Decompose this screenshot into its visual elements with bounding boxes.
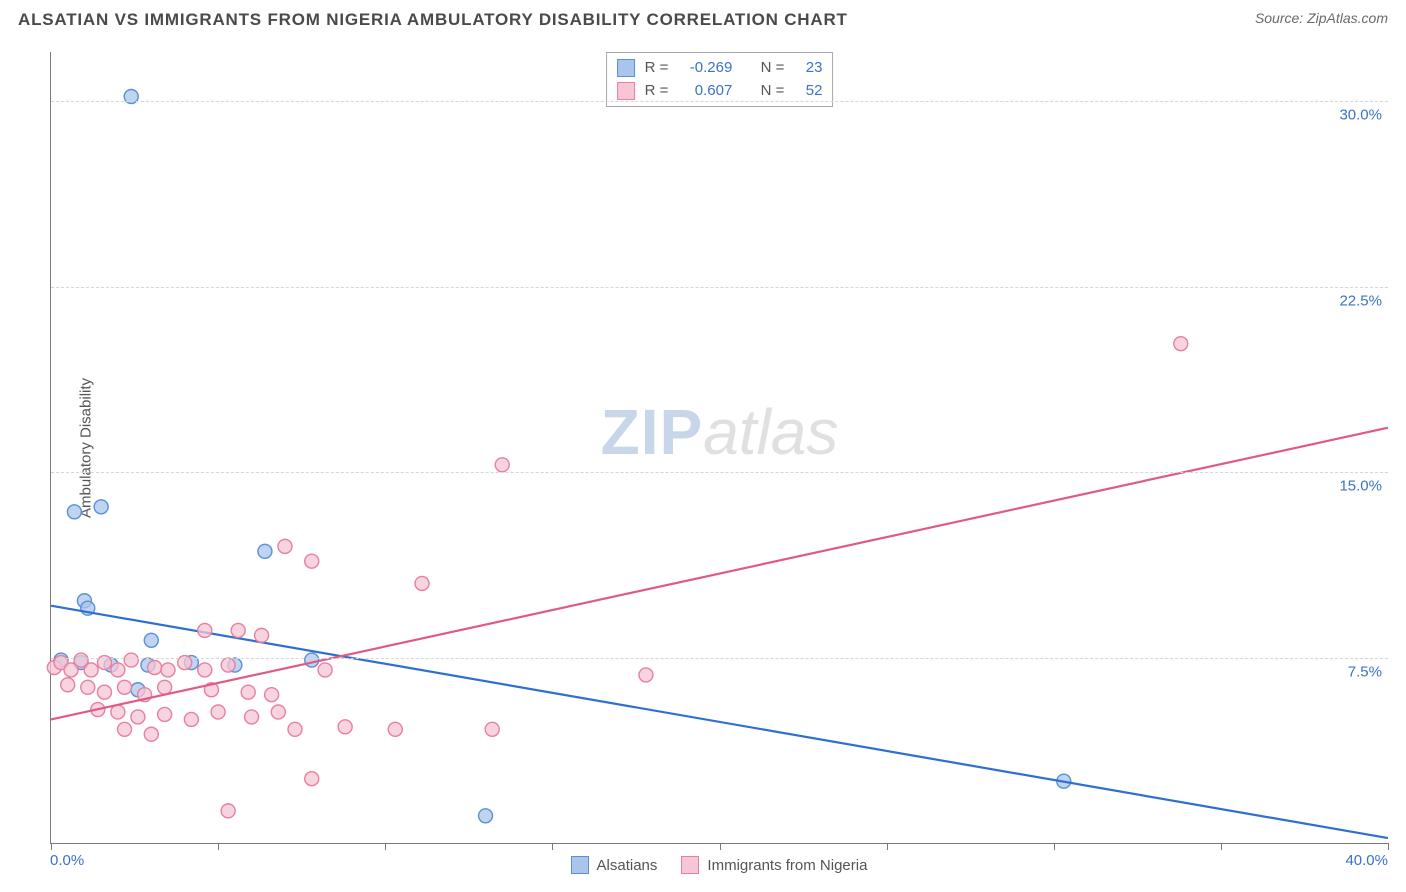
gridline xyxy=(51,472,1388,473)
legend-series-label: Immigrants from Nigeria xyxy=(707,857,867,874)
x-tick xyxy=(1221,843,1222,850)
data-point xyxy=(288,722,302,736)
data-point xyxy=(84,663,98,677)
data-point xyxy=(245,710,259,724)
data-point xyxy=(81,680,95,694)
data-point xyxy=(158,680,172,694)
scatter-svg xyxy=(51,52,1388,843)
data-point xyxy=(485,722,499,736)
y-tick-label: 15.0% xyxy=(1339,478,1382,495)
data-point xyxy=(124,653,138,667)
data-point xyxy=(271,705,285,719)
plot-region: ZIPatlas R =-0.269 N =23R =0.607 N =52 7… xyxy=(50,52,1388,844)
gridline xyxy=(51,658,1388,659)
x-tick xyxy=(720,843,721,850)
data-point xyxy=(211,705,225,719)
y-tick-label: 7.5% xyxy=(1348,663,1382,680)
data-point xyxy=(144,633,158,647)
legend-swatch xyxy=(617,59,635,77)
legend-item: Alsatians xyxy=(571,856,658,874)
data-point xyxy=(258,544,272,558)
legend-item: Immigrants from Nigeria xyxy=(681,856,867,874)
data-point xyxy=(241,685,255,699)
data-point xyxy=(495,458,509,472)
x-tick xyxy=(51,843,52,850)
data-point xyxy=(111,705,125,719)
data-point xyxy=(67,505,81,519)
data-point xyxy=(118,722,132,736)
legend-n-value: 52 xyxy=(794,80,822,103)
chart-area: Ambulatory Disability ZIPatlas R =-0.269… xyxy=(50,52,1388,844)
x-tick xyxy=(1054,843,1055,850)
legend-swatch xyxy=(617,82,635,100)
data-point xyxy=(221,658,235,672)
x-tick xyxy=(1388,843,1389,850)
data-point xyxy=(1174,337,1188,351)
data-point xyxy=(184,712,198,726)
legend-n-label: N = xyxy=(761,80,785,103)
y-tick-label: 30.0% xyxy=(1339,107,1382,124)
legend-n-value: 23 xyxy=(794,57,822,80)
data-point xyxy=(338,720,352,734)
data-point xyxy=(305,772,319,786)
legend-r-label: R = xyxy=(645,57,669,80)
correlation-legend: R = -0.269 N = 23 R = 0.607 N = 52 xyxy=(606,52,834,107)
x-tick xyxy=(385,843,386,850)
data-point xyxy=(131,710,145,724)
legend-row: R = 0.607 N = 52 xyxy=(617,80,823,103)
data-point xyxy=(61,678,75,692)
x-tick xyxy=(887,843,888,850)
data-point xyxy=(161,663,175,677)
data-point xyxy=(415,576,429,590)
legend-r-value: -0.269 xyxy=(678,57,732,80)
data-point xyxy=(639,668,653,682)
data-point xyxy=(221,804,235,818)
data-point xyxy=(118,680,132,694)
data-point xyxy=(231,623,245,637)
data-point xyxy=(318,663,332,677)
source-attribution: Source: ZipAtlas.com xyxy=(1255,10,1388,26)
chart-title: ALSATIAN VS IMMIGRANTS FROM NIGERIA AMBU… xyxy=(18,10,848,30)
data-point xyxy=(97,685,111,699)
data-point xyxy=(111,663,125,677)
legend-r-label: R = xyxy=(645,80,669,103)
data-point xyxy=(305,653,319,667)
legend-row: R = -0.269 N = 23 xyxy=(617,57,823,80)
data-point xyxy=(265,688,279,702)
legend-r-value: 0.607 xyxy=(678,80,732,103)
data-point xyxy=(148,660,162,674)
y-tick-label: 22.5% xyxy=(1339,292,1382,309)
data-point xyxy=(255,628,269,642)
legend-swatch xyxy=(571,856,589,874)
gridline xyxy=(51,287,1388,288)
data-point xyxy=(94,500,108,514)
legend-n-label: N = xyxy=(761,57,785,80)
data-point xyxy=(479,809,493,823)
series-legend: Alsatians Immigrants from Nigeria xyxy=(50,856,1388,874)
legend-swatch xyxy=(681,856,699,874)
data-point xyxy=(158,707,172,721)
x-tick xyxy=(218,843,219,850)
data-point xyxy=(144,727,158,741)
data-point xyxy=(198,623,212,637)
data-point xyxy=(305,554,319,568)
gridline xyxy=(51,101,1388,102)
legend-series-label: Alsatians xyxy=(597,857,658,874)
data-point xyxy=(278,539,292,553)
data-point xyxy=(388,722,402,736)
x-tick xyxy=(552,843,553,850)
data-point xyxy=(198,663,212,677)
